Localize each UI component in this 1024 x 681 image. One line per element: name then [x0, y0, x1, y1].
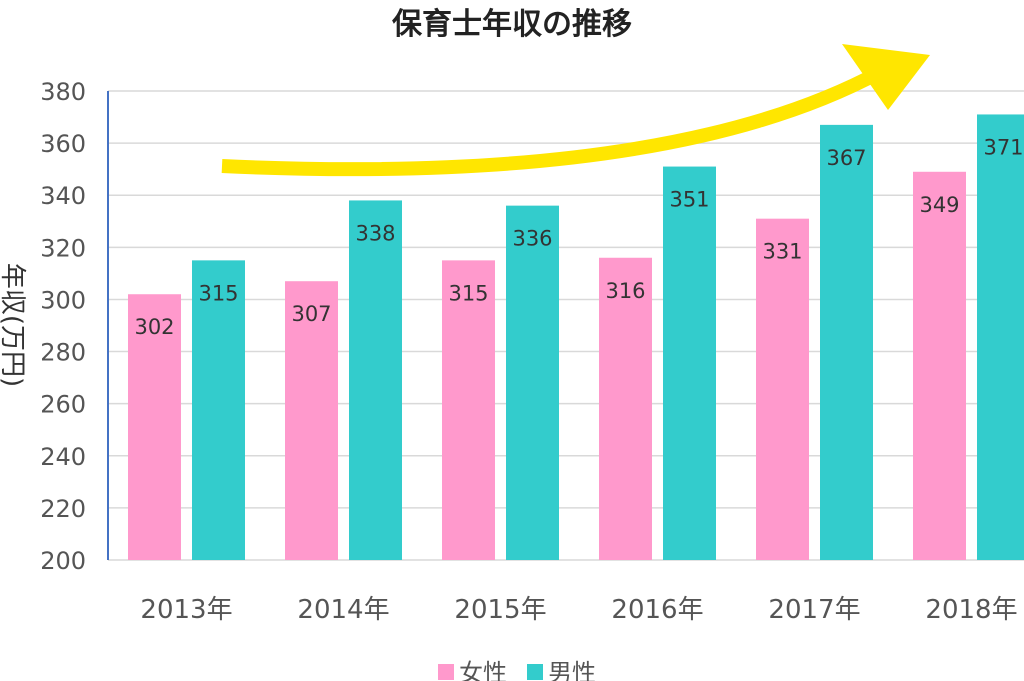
bar-male-1: [349, 200, 402, 560]
data-label: 315: [198, 281, 238, 305]
bar-female-4: [756, 218, 809, 560]
data-label: 367: [826, 146, 866, 170]
legend-label: 男性: [548, 659, 596, 681]
x-tick-label: 2018年: [925, 595, 1017, 625]
x-tick-label: 2014年: [297, 595, 389, 625]
legend-swatch: [438, 664, 454, 680]
bar-female-2: [442, 260, 495, 560]
x-tick-label: 2016年: [611, 595, 703, 625]
data-label: 331: [762, 240, 802, 264]
grid-lines: [108, 90, 1024, 561]
data-label: 336: [512, 227, 552, 251]
data-label: 302: [134, 315, 174, 339]
y-tick-label: 300: [40, 286, 86, 314]
y-tick-label: 280: [40, 339, 86, 367]
y-tick-label: 240: [40, 443, 86, 471]
x-tick-label: 2015年: [454, 595, 546, 625]
y-tick-label: 220: [40, 495, 86, 523]
legend-label: 女性: [459, 659, 507, 681]
data-label: 316: [605, 279, 645, 303]
data-label: 307: [291, 302, 331, 326]
y-axis-label: 年収(万円): [0, 263, 27, 387]
x-tick-labels: 2013年 2014年 2015年 2016年 2017年 2018年: [140, 595, 1017, 625]
bar-male-4: [820, 124, 873, 560]
bar-male-3: [663, 166, 716, 561]
bar-male-2: [506, 205, 559, 560]
bar-female-3: [599, 257, 652, 560]
bar-female-1: [285, 281, 338, 560]
data-label: 351: [669, 188, 709, 212]
bar-female-5: [913, 171, 966, 560]
arrow-head-icon: [842, 44, 930, 110]
y-tick-labels: 200 220 240 260 280 300 320 340 360 380: [40, 78, 86, 575]
y-tick-label: 200: [40, 547, 86, 575]
y-tick-label: 360: [40, 130, 86, 158]
data-label: 315: [448, 281, 488, 305]
bars: 302 315 307 338 315 336 316 351 331 367 349 371: [128, 114, 1024, 561]
y-tick-label: 340: [40, 182, 86, 210]
x-tick-label: 2013年: [140, 595, 232, 625]
data-label: 349: [919, 193, 959, 217]
bar-female-0: [128, 294, 181, 560]
y-tick-label: 260: [40, 391, 86, 419]
legend-swatch: [527, 664, 543, 680]
y-tick-label: 380: [40, 78, 86, 106]
arrow-shaft: [221, 65, 884, 177]
legend: 女性 男性: [438, 659, 596, 681]
bar-male-0: [192, 260, 245, 560]
trend-arrow: [221, 44, 930, 177]
y-tick-label: 320: [40, 234, 86, 262]
data-label: 371: [983, 135, 1023, 159]
x-tick-label: 2017年: [768, 595, 860, 625]
chart-title: 保育士年収の推移: [392, 7, 632, 42]
data-label: 338: [355, 221, 395, 245]
bar-male-5: [977, 114, 1024, 560]
